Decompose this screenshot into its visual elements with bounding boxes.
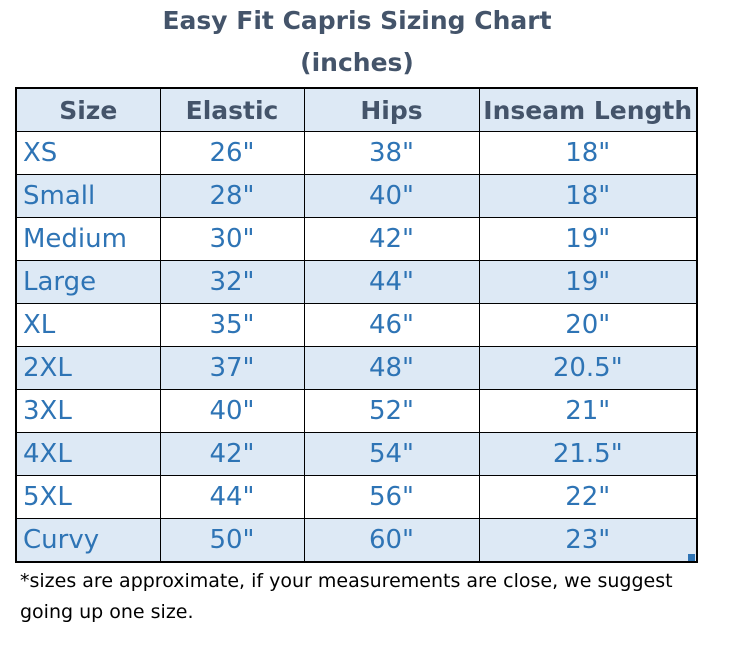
cell-hips: 44" <box>303 260 480 304</box>
cell-inseam-length: 22" <box>478 475 698 519</box>
cell-hips: 42" <box>303 217 480 261</box>
chart-title: Easy Fit Capris Sizing Chart <box>162 6 552 35</box>
table-resize-handle[interactable] <box>688 554 695 561</box>
cell-inseam-length: 18" <box>478 174 698 218</box>
table-row: XL 35" 46" 20" <box>15 303 698 347</box>
cell-hips: 52" <box>303 389 480 433</box>
cell-size: 5XL <box>15 475 161 519</box>
cell-inseam-length: 18" <box>478 131 698 175</box>
table-row: 4XL 42" 54" 21.5" <box>15 432 698 476</box>
cell-size: XL <box>15 303 161 347</box>
cell-inseam-length: 19" <box>478 217 698 261</box>
cell-size: Medium <box>15 217 161 261</box>
cell-elastic: 50" <box>159 518 305 563</box>
cell-size: Small <box>15 174 161 218</box>
cell-elastic: 26" <box>159 131 305 175</box>
cell-inseam-length: 20" <box>478 303 698 347</box>
sizing-table: Size Elastic Hips Inseam Length XS 26" 38"… <box>15 87 698 563</box>
table-row: XS 26" 38" 18" <box>15 131 698 175</box>
header-inseam-length: Inseam Length <box>478 87 698 132</box>
header-size: Size <box>15 87 161 132</box>
cell-hips: 40" <box>303 174 480 218</box>
cell-inseam-length: 19" <box>478 260 698 304</box>
cell-elastic: 42" <box>159 432 305 476</box>
table-row: 5XL 44" 56" 22" <box>15 475 698 519</box>
cell-elastic: 40" <box>159 389 305 433</box>
cell-size: Curvy <box>15 518 161 563</box>
table-row: Small 28" 40" 18" <box>15 174 698 218</box>
cell-hips: 60" <box>303 518 480 563</box>
cell-inseam-length: 23" <box>478 518 698 563</box>
cell-elastic: 44" <box>159 475 305 519</box>
chart-subtitle: (inches) <box>300 48 414 77</box>
cell-size: Large <box>15 260 161 304</box>
cell-elastic: 37" <box>159 346 305 390</box>
cell-elastic: 28" <box>159 174 305 218</box>
cell-size: 2XL <box>15 346 161 390</box>
header-hips: Hips <box>303 87 480 132</box>
cell-inseam-length: 20.5" <box>478 346 698 390</box>
cell-size: 4XL <box>15 432 161 476</box>
table-row: Curvy 50" 60" 23" <box>15 518 698 563</box>
header-elastic: Elastic <box>159 87 305 132</box>
cell-elastic: 35" <box>159 303 305 347</box>
cell-inseam-length: 21.5" <box>478 432 698 476</box>
cell-hips: 56" <box>303 475 480 519</box>
table-header-row: Size Elastic Hips Inseam Length <box>15 87 698 132</box>
cell-size: 3XL <box>15 389 161 433</box>
cell-hips: 38" <box>303 131 480 175</box>
table-row: Medium 30" 42" 19" <box>15 217 698 261</box>
cell-hips: 54" <box>303 432 480 476</box>
cell-hips: 46" <box>303 303 480 347</box>
cell-size: XS <box>15 131 161 175</box>
cell-hips: 48" <box>303 346 480 390</box>
table-row: 3XL 40" 52" 21" <box>15 389 698 433</box>
cell-elastic: 32" <box>159 260 305 304</box>
cell-elastic: 30" <box>159 217 305 261</box>
table-row: Large 32" 44" 19" <box>15 260 698 304</box>
cell-inseam-length: 21" <box>478 389 698 433</box>
table-row: 2XL 37" 48" 20.5" <box>15 346 698 390</box>
sizing-note: *sizes are approximate, if your measurem… <box>20 570 673 623</box>
